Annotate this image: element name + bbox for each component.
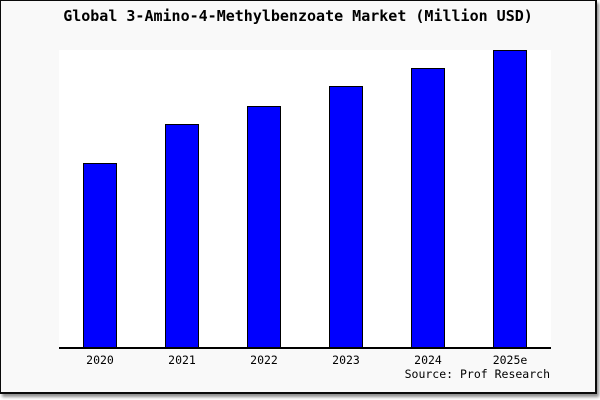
bar-2024 xyxy=(411,67,445,347)
chart-title: Global 3-Amino-4-Methylbenzoate Market (… xyxy=(63,7,533,25)
x-tick-label: 2020 xyxy=(86,353,114,367)
bar-slot xyxy=(469,50,551,347)
x-tick-label: 2021 xyxy=(168,353,196,367)
x-tick-label: 2022 xyxy=(250,353,278,367)
bar-slot xyxy=(59,50,141,347)
x-tick-label: 2023 xyxy=(332,353,360,367)
bar-slot xyxy=(141,50,223,347)
bar-2021 xyxy=(165,124,199,347)
bar-2023 xyxy=(329,85,363,347)
bar-2022 xyxy=(247,106,281,347)
bar-slot xyxy=(387,50,469,347)
x-tick-label: 2025e xyxy=(492,353,528,367)
plot-area xyxy=(59,50,551,349)
bar-2025e xyxy=(493,50,527,347)
x-axis-labels: 2020 2021 2022 2023 2024 2025e xyxy=(59,353,551,367)
source-label: Source: Prof Research xyxy=(404,367,550,381)
bar-2020 xyxy=(83,162,117,347)
bar-slot xyxy=(223,50,305,347)
x-tick-label: 2024 xyxy=(414,353,442,367)
bar-slot xyxy=(305,50,387,347)
